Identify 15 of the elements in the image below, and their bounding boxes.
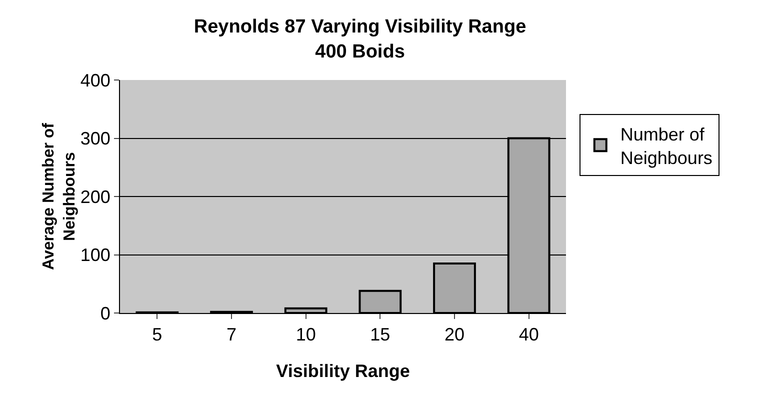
x-tick-label: 7	[226, 324, 237, 345]
x-tick-label: 20	[444, 324, 465, 345]
legend-label: Number of Neighbours	[620, 124, 712, 168]
x-tick-label: 40	[518, 324, 539, 345]
y-axis-title: Average Number of Neighbours	[40, 122, 78, 270]
y-tick-label: 300	[80, 128, 110, 149]
y-tick-label: 100	[80, 245, 110, 266]
x-tick-label: 5	[152, 324, 162, 345]
x-tick-label: 10	[296, 324, 316, 345]
chart-title: Reynolds 87 Varying Visibility Range 400 Boids	[194, 16, 526, 62]
y-tick-label: 200	[80, 186, 110, 207]
x-axis-title: Visibility Range	[276, 361, 410, 381]
y-tick-label: 0	[100, 303, 110, 324]
y-tick-label: 400	[80, 70, 110, 90]
x-tick-label: 15	[370, 324, 390, 345]
